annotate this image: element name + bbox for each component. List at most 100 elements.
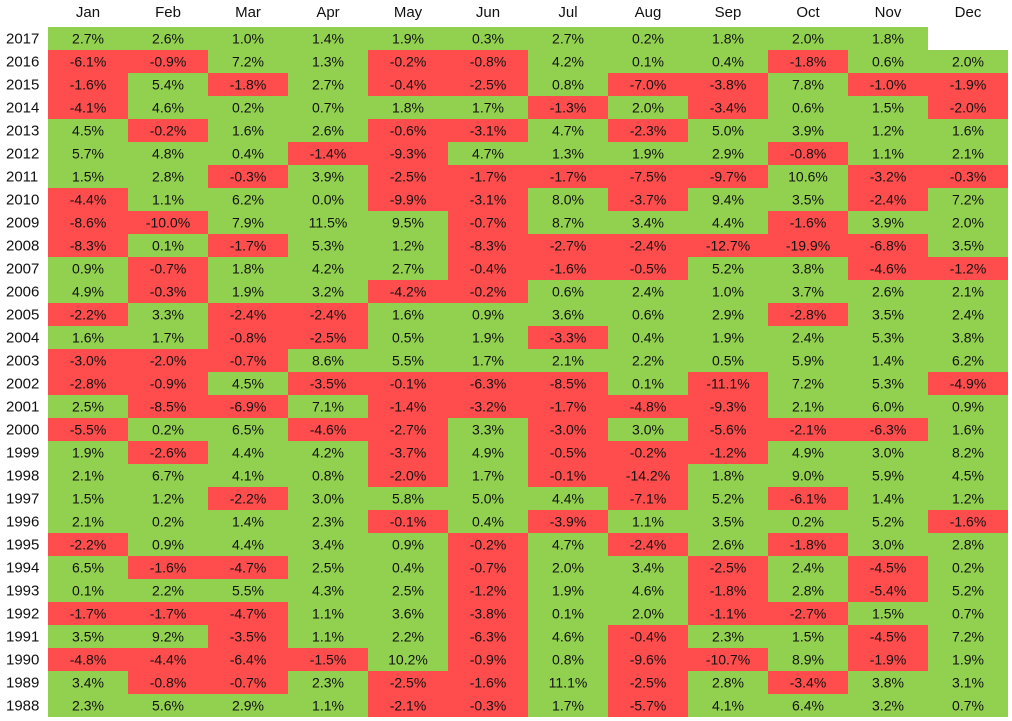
heatmap-cell-1991-sep — [688, 625, 768, 648]
cell-value-2012-jun: 4.7% — [472, 146, 504, 162]
cell-value-1989-nov: 3.8% — [872, 675, 904, 691]
cell-value-1991-mar: -3.5% — [230, 629, 267, 645]
heatmap-cell-2004-jul — [528, 326, 608, 349]
heatmap-cell-1992-jun — [448, 602, 528, 625]
cell-value-1992-nov: 1.5% — [872, 606, 904, 622]
cell-value-2000-nov: -6.3% — [870, 422, 907, 438]
cell-value-2014-aug: 2.0% — [632, 100, 664, 116]
cell-value-2013-sep: 5.0% — [712, 123, 744, 139]
cell-value-1996-oct: 0.2% — [792, 514, 824, 530]
cell-value-1996-mar: 1.4% — [232, 514, 264, 530]
cell-value-1999-nov: 3.0% — [872, 445, 904, 461]
heatmap-cell-1989-dec — [928, 671, 1008, 694]
cell-value-1991-jun: -6.3% — [470, 629, 507, 645]
heatmap-cell-2012-may — [368, 142, 448, 165]
heatmap-cell-2002-mar — [208, 372, 288, 395]
cell-value-2003-mar: -0.7% — [230, 353, 267, 369]
month-header-aug: Aug — [635, 4, 662, 21]
heatmap-cell-2002-dec — [928, 372, 1008, 395]
cell-value-1996-jun: 0.4% — [472, 514, 504, 530]
heatmap-cell-2004-jun — [448, 326, 528, 349]
cell-value-2010-may: -9.9% — [390, 192, 427, 208]
heatmap-cell-1990-aug — [608, 648, 688, 671]
heatmap-cell-1988-may — [368, 694, 448, 717]
heatmap-cell-2008-sep — [688, 234, 768, 257]
heatmap-cell-2016-oct — [768, 50, 848, 73]
heatmap-cell-2007-apr — [288, 257, 368, 280]
cell-value-1996-apr: 2.3% — [312, 514, 344, 530]
cell-value-2007-jan: 0.9% — [72, 261, 104, 277]
cell-value-2013-feb: -0.2% — [150, 123, 187, 139]
cell-value-1994-jun: -0.7% — [470, 560, 507, 576]
heatmap-cell-2011-jul — [528, 165, 608, 188]
cell-value-1993-jul: 1.9% — [552, 583, 584, 599]
cell-value-2015-mar: -1.8% — [230, 77, 267, 93]
cell-value-2004-mar: -0.8% — [230, 330, 267, 346]
cell-value-1998-nov: 5.9% — [872, 468, 904, 484]
year-label-1992: 1992 — [6, 606, 39, 623]
heatmap-cell-2012-jun — [448, 142, 528, 165]
cell-value-1992-jul: 0.1% — [552, 606, 584, 622]
heatmap-cell-2010-nov — [848, 188, 928, 211]
cell-value-2000-jan: -5.5% — [70, 422, 107, 438]
cell-value-2014-oct: 0.6% — [792, 100, 824, 116]
month-header-apr: Apr — [316, 4, 339, 21]
year-label-2011: 2011 — [6, 169, 38, 186]
cell-value-2010-oct: 3.5% — [792, 192, 824, 208]
cell-value-2004-dec: 3.8% — [952, 330, 984, 346]
cell-value-2007-jun: -0.4% — [470, 261, 507, 277]
heatmap-cell-1999-feb — [128, 441, 208, 464]
cell-value-2000-oct: -2.1% — [790, 422, 827, 438]
cell-value-1992-dec: 0.7% — [952, 606, 984, 622]
cell-value-2006-jan: 4.9% — [72, 284, 104, 300]
cell-value-2008-jan: -8.3% — [70, 238, 107, 254]
heatmap-cell-1990-jun — [448, 648, 528, 671]
cell-value-2014-apr: 0.7% — [312, 100, 344, 116]
heatmap-cell-2003-nov — [848, 349, 928, 372]
cell-value-1997-jan: 1.5% — [72, 491, 104, 507]
cell-value-1992-may: 3.6% — [392, 606, 424, 622]
heatmap-cell-2015-nov — [848, 73, 928, 96]
heatmap-cell-2014-aug — [608, 96, 688, 119]
cell-value-2009-jan: -8.6% — [70, 215, 107, 231]
heatmap-cell-1996-dec — [928, 510, 1008, 533]
heatmap-cell-2001-jun — [448, 395, 528, 418]
heatmap-cell-1992-nov — [848, 602, 928, 625]
heatmap-cell-2009-feb — [128, 211, 208, 234]
heatmap-cell-2014-may — [368, 96, 448, 119]
heatmap-cell-1990-jul — [528, 648, 608, 671]
heatmap-cell-1994-dec — [928, 556, 1008, 579]
heatmap-cell-1989-oct — [768, 671, 848, 694]
heatmap-cell-1990-feb — [128, 648, 208, 671]
heatmap-cell-2010-jul — [528, 188, 608, 211]
heatmap-cell-1988-dec — [928, 694, 1008, 717]
year-label-1995: 1995 — [6, 537, 39, 554]
heatmap-cell-2013-nov — [848, 119, 928, 142]
heatmap-cell-1993-may — [368, 579, 448, 602]
heatmap-cell-2006-feb — [128, 280, 208, 303]
year-label-2017: 2017 — [6, 31, 39, 48]
cell-value-1994-nov: -4.5% — [870, 560, 907, 576]
heatmap-cell-1996-jan — [48, 510, 128, 533]
heatmap-cell-1992-sep — [688, 602, 768, 625]
heatmap-cell-1994-may — [368, 556, 448, 579]
cell-value-2003-nov: 1.4% — [872, 353, 904, 369]
heatmap-cell-2017-jun — [448, 27, 528, 50]
heatmap-cell-1990-oct — [768, 648, 848, 671]
heatmap-cell-1989-jan — [48, 671, 128, 694]
cell-value-1993-nov: -5.4% — [870, 583, 907, 599]
heatmap-cell-2003-feb — [128, 349, 208, 372]
heatmap-cell-1993-aug — [608, 579, 688, 602]
cell-value-2017-aug: 0.2% — [632, 31, 664, 47]
cell-value-1998-jun: 1.7% — [472, 468, 504, 484]
heatmap-cell-1996-sep — [688, 510, 768, 533]
cell-value-2004-may: 0.5% — [392, 330, 424, 346]
heatmap-cell-1999-jan — [48, 441, 128, 464]
heatmap-cell-1993-dec — [928, 579, 1008, 602]
cell-value-2002-nov: 5.3% — [872, 376, 904, 392]
heatmap-cell-2017-aug — [608, 27, 688, 50]
cell-value-2013-may: -0.6% — [390, 123, 427, 139]
cell-value-2000-jun: 3.3% — [472, 422, 504, 438]
cell-value-1988-dec: 0.7% — [952, 698, 984, 714]
heatmap-cell-2012-apr — [288, 142, 368, 165]
